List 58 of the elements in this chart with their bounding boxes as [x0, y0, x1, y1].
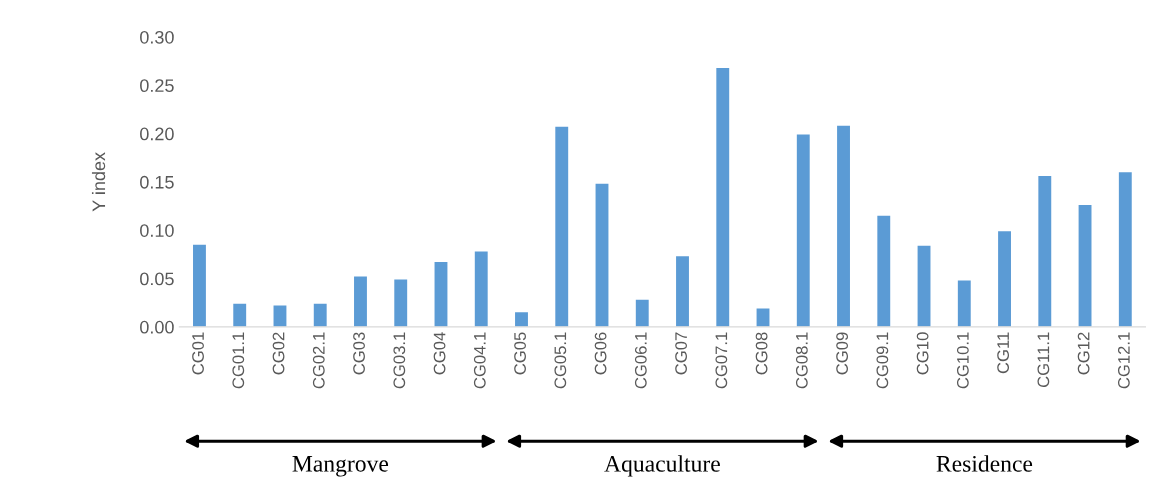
bar [676, 256, 689, 327]
bar [756, 308, 770, 327]
y-tick-label: 0.15 [140, 175, 174, 189]
x-tick-label: CG02 [272, 332, 285, 375]
x-tick-label: CG08.1 [795, 332, 808, 389]
x-tick-label: CG04.1 [473, 332, 486, 389]
x-tick-label: CG01.1 [232, 332, 245, 389]
text: Aquaculture [604, 455, 720, 477]
bar [394, 279, 408, 327]
x-tick-label: CG12 [1077, 332, 1090, 375]
text: Residence [936, 455, 1033, 472]
bar [716, 67, 730, 327]
x-tick-label: CG01 [192, 332, 204, 375]
bar [354, 276, 367, 327]
x-tick-label: CG11 [997, 332, 1010, 374]
bar [1078, 205, 1092, 327]
y-tick-label: 0.05 [140, 272, 174, 286]
bar [1118, 172, 1132, 327]
bar [193, 244, 206, 327]
x-tick-label: CG02.1 [312, 332, 325, 389]
bar [917, 245, 931, 327]
text: Mangrove [292, 456, 389, 477]
y-tick-label: 0.30 [140, 30, 174, 44]
bar [595, 183, 609, 327]
x-tick-label: CG09.1 [876, 332, 889, 389]
bar [474, 251, 488, 327]
x-tick-label: CG06.1 [634, 332, 647, 389]
x-tick-label: CG11.1 [1037, 332, 1050, 388]
x-tick-label: CG06 [594, 332, 607, 375]
bar [635, 299, 649, 327]
bar [313, 303, 327, 327]
bar [1038, 176, 1052, 327]
x-tick-label: CG10.1 [956, 332, 969, 389]
x-tick-label: CG07 [675, 332, 687, 375]
bar [555, 126, 569, 327]
bar [233, 303, 247, 327]
y-tick-label: 0.25 [140, 79, 174, 93]
bar [796, 134, 810, 327]
x-tick-label: CG08 [755, 332, 768, 375]
bar [515, 312, 528, 327]
x-tick-label: CG03.1 [393, 332, 406, 389]
x-tick-label: CG09 [836, 332, 848, 375]
y-tick-label: 0.00 [140, 320, 174, 334]
bar [957, 280, 971, 327]
x-tick-label: CG05.1 [554, 332, 567, 389]
y-tick-label: 0.10 [140, 224, 174, 237]
y-axis-title: Y index [91, 152, 106, 212]
x-tick-label: CG10 [916, 332, 929, 375]
x-tick-label: CG03 [353, 332, 365, 375]
bar [434, 262, 448, 327]
x-tick-label: CG04 [433, 332, 446, 375]
bar [877, 215, 891, 327]
bar [998, 231, 1011, 327]
bar [837, 125, 850, 327]
x-tick-label: CG07.1 [715, 332, 728, 389]
x-tick-label: CG05 [514, 332, 526, 375]
y-tick-label: 0.20 [140, 127, 174, 141]
x-tick-label: CG12.1 [1117, 332, 1130, 389]
